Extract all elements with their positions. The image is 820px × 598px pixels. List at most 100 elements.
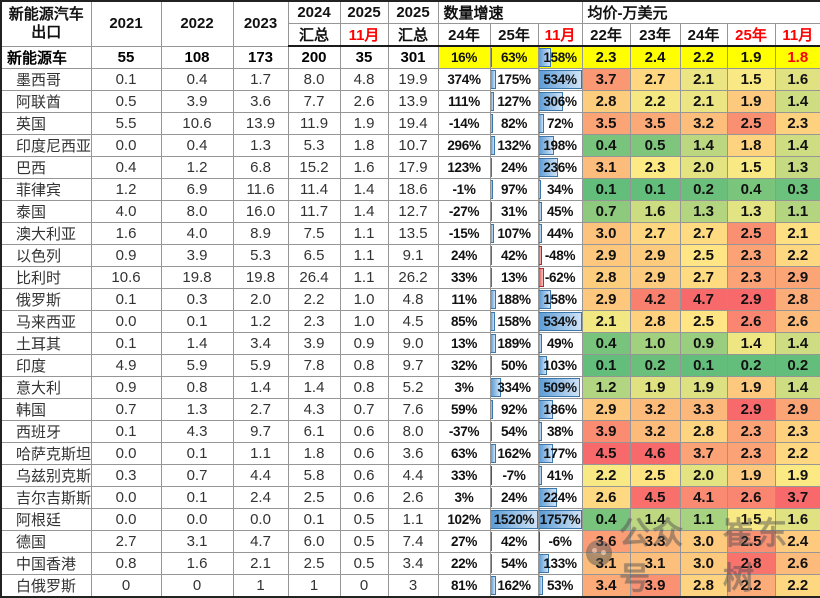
growth-value: 188% [497, 291, 531, 307]
data-bar [539, 443, 553, 463]
growth-value: -7% [502, 467, 526, 483]
qty-cell: 2.6 [387, 485, 439, 509]
data-bar [491, 245, 492, 265]
data-bar [491, 223, 494, 243]
growth-cell: 158% [537, 45, 583, 69]
qty-cell: 0.0 [90, 485, 162, 509]
data-bar [539, 531, 540, 551]
growth-cell: 133% [537, 551, 583, 575]
qty-cell: 9.1 [387, 243, 439, 267]
growth-value: 534% [543, 71, 577, 87]
price-cell: 1.4 [774, 89, 820, 113]
qty-cell: 4.3 [287, 397, 341, 421]
growth-value: 296% [447, 137, 481, 153]
growth-value: 82% [500, 115, 528, 131]
table-row: 阿联酋 0.5 3.9 3.6 7.7 2.6 13.9 111% 127% 306% 2.8 2.2… [0, 89, 820, 113]
data-bar [539, 201, 543, 221]
price-cell: 1.9 [629, 375, 681, 399]
corner-header: 新能源汽车 出口 [0, 0, 92, 47]
table-row: 英国 5.5 10.6 13.9 11.9 1.9 19.4 -14% 82% 72% 3.5 3.5… [0, 111, 820, 135]
qty-cell: 4.8 [339, 67, 389, 91]
growth-value: 49% [546, 335, 574, 351]
price-cell: 2.6 [581, 485, 631, 509]
qty-cell: 16.0 [232, 199, 289, 223]
qty-cell: 0.4 [90, 155, 162, 179]
qty-cell: 0.5 [339, 529, 389, 553]
qty-cell: 7.7 [287, 89, 341, 113]
growth-value: 509% [543, 379, 577, 395]
qty-cell: 1.1 [339, 221, 389, 245]
table-row: 乌兹别克斯 0.3 0.7 4.4 5.8 0.6 4.4 33% -7% 41% 2.2 2.5 2.… [0, 463, 820, 487]
data-bar [491, 267, 492, 287]
qty-cell: 0.1 [160, 309, 234, 333]
table-row: 阿根廷 0.0 0.0 0.0 0.1 0.5 1.1 102% 1520% 1757% 0.4 1.… [0, 507, 820, 531]
data-bar [491, 575, 496, 595]
price-cell: 0.7 [581, 199, 631, 223]
price-cell: 2.6 [774, 551, 820, 575]
data-bar [491, 69, 496, 89]
growth-cell: 24% [437, 243, 491, 267]
qty-cell: 0.9 [339, 331, 389, 355]
growth-cell: 306% [537, 89, 583, 113]
growth-value: -62% [544, 269, 576, 285]
data-bar [539, 48, 552, 67]
data-bar [539, 377, 580, 397]
growth-cell: 158% [489, 309, 539, 333]
qty-cell: 0.0 [90, 507, 162, 531]
data-bar [491, 311, 496, 331]
table-row: 德国 2.7 3.1 4.7 6.0 0.5 7.4 27% 42% -6% 3.6 3.3 3.0 2.… [0, 529, 820, 553]
price-cell: 1.1 [774, 199, 820, 223]
growth-cell: 177% [537, 441, 583, 465]
qty-cell: 11.6 [232, 177, 289, 201]
price-sub-24: 24年 [679, 23, 728, 47]
table-row: 印度 4.9 5.9 5.9 7.8 0.8 9.7 32% 50% 103% 0.1 0.2 0.1 0… [0, 353, 820, 377]
price-cell: 2.2 [581, 463, 631, 487]
qty-cell: 19.4 [387, 111, 439, 135]
price-cell: 2.8 [679, 419, 728, 443]
data-bar [539, 575, 543, 595]
growth-value: 111% [448, 93, 480, 109]
data-bar [539, 465, 542, 485]
price-cell: 2.2 [679, 45, 728, 69]
price-cell: 3.1 [629, 551, 681, 575]
growth-cell: 27% [437, 529, 491, 553]
table-row: 比利时 10.6 19.8 19.8 26.4 1.1 26.2 33% 13% -62% 2.8 2… [0, 265, 820, 289]
price-cell: 0.2 [629, 353, 681, 377]
qty-cell: 0.0 [90, 309, 162, 333]
price-cell: 2.3 [774, 419, 820, 443]
price-cell: 1.9 [679, 375, 728, 399]
country-cell: 新能源车 [0, 45, 92, 69]
data-bar [491, 355, 493, 375]
price-cell: 1.4 [629, 507, 681, 531]
growth-cell: -62% [537, 265, 583, 289]
data-bar [539, 157, 558, 177]
growth-value: 1757% [539, 511, 581, 527]
table-row: 意大利 0.9 0.8 1.4 1.4 0.8 5.2 3% 334% 509% 1.2 1.9 1.9… [0, 375, 820, 399]
growth-cell: 132% [489, 133, 539, 157]
qty-cell: 4.8 [387, 287, 439, 311]
price-cell: 2.3 [726, 265, 776, 289]
qty-cell: 0.1 [90, 287, 162, 311]
price-cell: 3.5 [581, 111, 631, 135]
price-cell: 3.2 [679, 111, 728, 135]
growth-cell: 534% [537, 67, 583, 91]
data-bar [491, 377, 501, 397]
price-cell: 2.7 [629, 67, 681, 91]
data-bar [491, 553, 493, 573]
price-cell: 2.3 [581, 45, 631, 69]
table-row: 泰国 4.0 8.0 16.0 11.7 1.4 12.7 -27% 31% 45% 0.7 1.6 1… [0, 199, 820, 223]
growth-cell: 123% [437, 155, 491, 179]
qty-cell: 4.0 [90, 199, 162, 223]
country-cell: 菲律宾 [0, 177, 92, 201]
growth-cell: 33% [437, 463, 491, 487]
growth-cell: 236% [537, 155, 583, 179]
price-cell: 2.9 [629, 265, 681, 289]
data-bar [491, 487, 492, 507]
growth-value: -1% [452, 181, 476, 197]
price-cell: 1.4 [679, 133, 728, 157]
price-cell: 2.8 [581, 89, 631, 113]
table-row: 菲律宾 1.2 6.9 11.6 11.4 1.4 18.6 -1% 97% 34% 0.1 0.1 0… [0, 177, 820, 201]
growth-value: 24% [500, 159, 528, 175]
qty-cell: 3 [387, 573, 439, 597]
table-row: 澳大利亚 1.6 4.0 8.9 7.5 1.1 13.5 -15% 107% 44% 3.0 2.7… [0, 221, 820, 245]
